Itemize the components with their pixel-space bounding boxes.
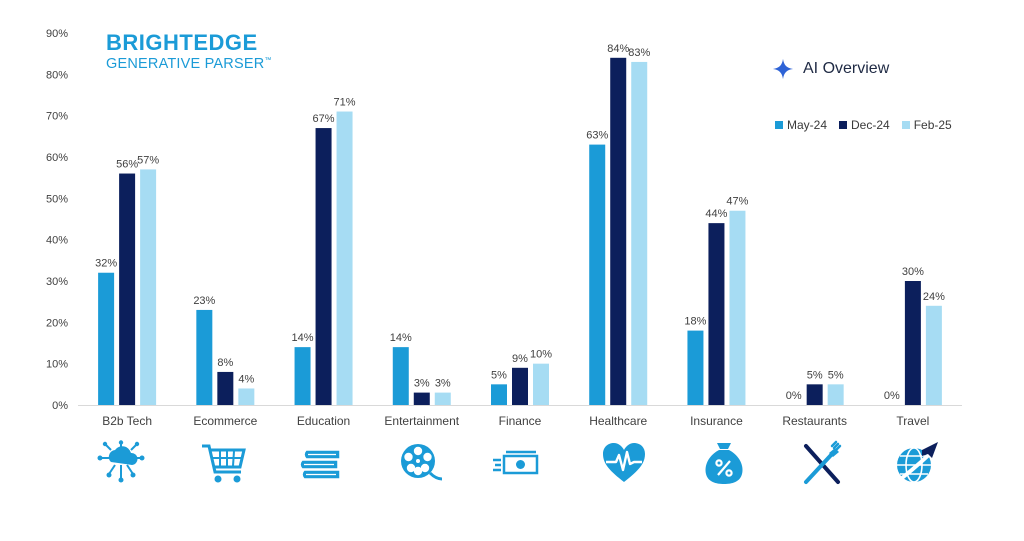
bar-dec-24 — [610, 57, 627, 406]
y-tick-label: 90% — [46, 28, 68, 40]
bar-feb-25 — [238, 388, 255, 405]
data-label: 71% — [334, 97, 356, 109]
brand-subtitle-text: GENERATIVE PARSER — [106, 56, 265, 72]
bar-feb-25 — [434, 392, 451, 405]
x-tick-label: Restaurants — [782, 414, 847, 428]
legend-item-dec: Dec-24 — [839, 118, 890, 132]
x-tick-label: Ecommerce — [193, 414, 257, 428]
bar-may-24 — [392, 347, 409, 405]
data-label: 4% — [238, 373, 254, 385]
data-label: 84% — [607, 43, 629, 55]
bar-may-24 — [687, 330, 704, 405]
data-label: 57% — [137, 154, 159, 166]
sparkle-icon — [772, 58, 794, 80]
data-label: 14% — [292, 332, 314, 344]
data-label: 56% — [116, 159, 138, 171]
legend-swatch-may — [775, 121, 783, 129]
data-label: 10% — [530, 349, 552, 361]
bar-dec-24 — [512, 367, 528, 405]
data-label: 63% — [586, 130, 608, 142]
data-label: 47% — [726, 196, 748, 208]
money-icon — [493, 450, 539, 475]
brand-logo: BRIGHTEDGE GENERATIVE PARSER™ — [106, 32, 272, 72]
data-label: 14% — [390, 332, 412, 344]
data-label: 23% — [193, 295, 215, 307]
bar-dec-24 — [806, 384, 823, 405]
globe-plane-icon — [897, 442, 940, 483]
bar-may-24 — [589, 144, 606, 405]
y-tick-label: 0% — [52, 400, 68, 412]
data-label: 67% — [313, 113, 335, 125]
y-tick-label: 60% — [46, 152, 68, 164]
data-label: 9% — [512, 353, 528, 365]
bar-feb-25 — [533, 363, 549, 405]
brand-title: BRIGHTEDGE — [106, 30, 258, 55]
y-tick-label: 40% — [46, 235, 68, 247]
money-bag-percent-icon — [705, 443, 743, 484]
x-tick-label: Finance — [499, 414, 542, 428]
chart-legend: May-24 Dec-24 Feb-25 — [775, 118, 952, 132]
legend-label-dec: Dec-24 — [851, 118, 890, 132]
y-tick-label: 20% — [46, 317, 68, 329]
data-label: 24% — [923, 291, 945, 303]
bar-dec-24 — [708, 223, 725, 405]
cloud-network-icon — [97, 440, 145, 483]
data-label: 18% — [684, 316, 706, 328]
legend-label-may: May-24 — [787, 118, 828, 132]
bar-feb-25 — [336, 111, 353, 406]
bar-may-24 — [196, 309, 213, 405]
books-icon — [299, 449, 341, 480]
legend-item-may: May-24 — [775, 118, 827, 132]
fork-knife-icon — [804, 440, 842, 484]
x-tick-label: Healthcare — [589, 414, 647, 428]
bar-feb-25 — [827, 384, 844, 405]
bar-feb-25 — [729, 210, 746, 405]
x-tick-label: B2b Tech — [102, 414, 152, 428]
heartbeat-icon — [603, 443, 645, 482]
bar-dec-24 — [413, 392, 430, 405]
y-tick-label: 30% — [46, 276, 68, 288]
ai-overview-label: AI Overview — [803, 60, 890, 77]
bar-feb-25 — [631, 61, 648, 405]
bar-may-24 — [98, 272, 115, 405]
bar-dec-24 — [904, 281, 921, 405]
y-tick-label: 80% — [46, 69, 68, 81]
data-label: 32% — [95, 258, 117, 270]
data-label: 0% — [884, 390, 900, 402]
legend-swatch-feb — [901, 121, 910, 129]
data-label: 5% — [828, 369, 844, 381]
brand-subtitle: GENERATIVE PARSER™ — [106, 57, 272, 72]
x-tick-label: Insurance — [690, 414, 743, 428]
bar-may-24 — [491, 384, 507, 405]
data-label: 3% — [414, 378, 430, 390]
x-tick-label: Education — [297, 414, 350, 428]
legend-swatch-dec — [839, 121, 848, 129]
ai-overview-badge: AI Overview — [772, 58, 889, 80]
bar-may-24 — [294, 347, 311, 405]
data-label: 5% — [491, 369, 507, 381]
film-reel-icon — [401, 444, 443, 481]
x-tick-label: Travel — [896, 414, 929, 428]
y-tick-label: 70% — [46, 111, 68, 123]
bar-dec-24 — [315, 128, 332, 406]
bar-feb-25 — [925, 305, 942, 405]
data-label: 83% — [628, 47, 650, 59]
legend-label-feb: Feb-25 — [913, 118, 952, 132]
x-tick-label: Entertainment — [384, 414, 459, 428]
bar-dec-24 — [119, 173, 136, 405]
data-label: 3% — [435, 378, 451, 390]
data-label: 30% — [902, 266, 924, 278]
data-label: 5% — [807, 369, 823, 381]
data-label: 0% — [786, 390, 802, 402]
bar-feb-25 — [140, 169, 157, 405]
data-label: 8% — [217, 357, 233, 369]
y-tick-label: 50% — [46, 193, 68, 205]
y-tick-label: 10% — [46, 359, 68, 371]
bar-dec-24 — [217, 371, 234, 405]
data-label: 44% — [705, 208, 727, 220]
legend-item-feb: Feb-25 — [901, 118, 952, 132]
shopping-cart-icon — [202, 444, 246, 483]
trademark-mark: ™ — [264, 57, 272, 64]
